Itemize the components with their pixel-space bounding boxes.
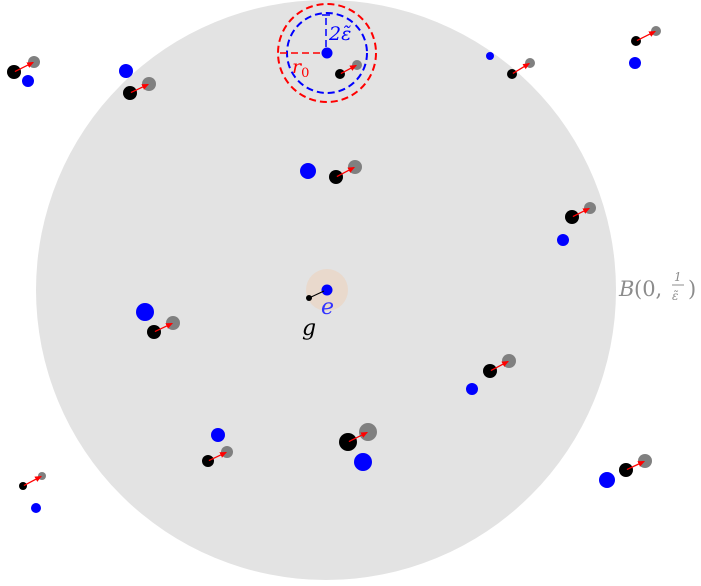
- black-point: [339, 433, 357, 451]
- center-point: [321, 47, 333, 59]
- svg-text:(0,: (0,: [634, 277, 662, 301]
- grey-translate-point: [584, 202, 596, 214]
- blue-point: [486, 52, 494, 60]
- translation-arrow: [490, 360, 510, 372]
- grey-translate-point: [142, 77, 156, 91]
- black-point: [123, 86, 137, 100]
- blue-point: [629, 57, 641, 69]
- r0-circle: [277, 3, 377, 103]
- blue-point: [300, 163, 316, 179]
- blue-point: [31, 503, 41, 513]
- label-e: e: [321, 295, 334, 320]
- black-point: [202, 455, 214, 467]
- black-point: [507, 69, 517, 79]
- grey-translate-point: [352, 60, 362, 70]
- translation-arrow: [154, 322, 174, 333]
- black-point: [147, 325, 161, 339]
- black-point: [483, 364, 497, 378]
- blue-point: [211, 428, 225, 442]
- grey-translate-point: [525, 58, 535, 68]
- svg-text:B: B: [618, 277, 634, 301]
- blue-point: [22, 75, 34, 87]
- translation-arrow: [23, 475, 43, 487]
- point-pairs: [7, 26, 661, 513]
- translation-arrow: [14, 61, 34, 73]
- translation-arrow: [208, 451, 228, 462]
- black-point: [19, 482, 27, 490]
- translation-arrow: [340, 64, 357, 75]
- label-r0: r0: [292, 56, 309, 81]
- identity-point-e: [321, 284, 333, 296]
- svg-text:): ): [688, 277, 696, 301]
- black-point: [619, 463, 633, 477]
- black-point: [329, 170, 343, 184]
- blue-point: [557, 234, 569, 246]
- blue-point: [119, 64, 133, 78]
- grey-translate-point: [221, 446, 233, 458]
- label-g: g: [302, 316, 316, 341]
- grey-translate-point: [502, 354, 516, 368]
- translation-arrow: [626, 460, 645, 471]
- svg-text:ε̃: ε̃: [672, 289, 678, 303]
- grey-translate-point: [38, 472, 46, 480]
- label-2eps: 2ε̃: [328, 23, 351, 45]
- black-point: [7, 65, 21, 79]
- grey-translate-point: [348, 160, 362, 174]
- blue-point: [466, 383, 478, 395]
- grey-translate-point: [651, 26, 661, 36]
- blue-point: [599, 472, 615, 488]
- translation-arrow: [636, 30, 657, 42]
- label-ball: B (0, 1 ε̃ ): [618, 270, 696, 303]
- g-to-e-segment: [308, 290, 325, 299]
- grey-translate-point: [166, 316, 180, 330]
- translation-arrow: [336, 166, 355, 178]
- translation-arrow: [348, 431, 368, 443]
- black-point: [335, 69, 345, 79]
- grey-translate-point: [638, 454, 652, 468]
- blue-point: [354, 453, 372, 471]
- grey-translate-point: [359, 423, 377, 441]
- translation-arrow: [572, 207, 591, 218]
- translation-arrow: [512, 62, 531, 75]
- black-point: [631, 36, 641, 46]
- grey-translate-point: [28, 56, 40, 68]
- translation-arrow: [130, 83, 150, 94]
- black-point: [565, 210, 579, 224]
- svg-text:1: 1: [674, 270, 682, 284]
- blue-point: [136, 303, 154, 321]
